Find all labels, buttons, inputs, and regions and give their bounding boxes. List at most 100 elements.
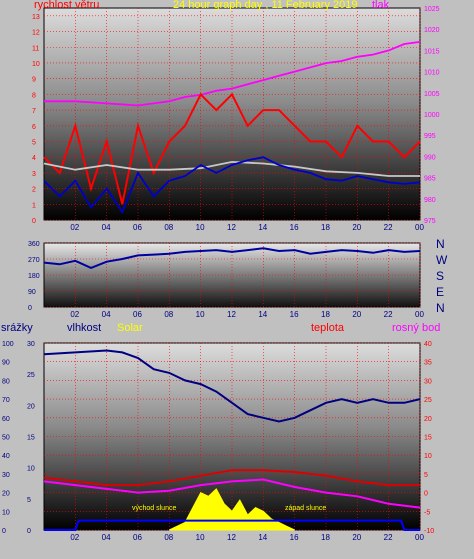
x-tick-label: 20 <box>352 223 361 232</box>
temp-series <box>43 349 421 531</box>
legend-rain: srážky <box>1 322 33 334</box>
x-tick-label: 18 <box>321 310 330 319</box>
sunrise-label: východ slunce <box>132 505 176 512</box>
left-tick-label: 7 <box>32 108 36 115</box>
chart-title: 24 hour graph day , 11 February 2019 <box>173 0 357 11</box>
humidity-tick-label: 0 <box>27 528 31 535</box>
temp-tick-label: 10 <box>424 453 432 460</box>
left-tick-label: 11 <box>32 45 39 52</box>
right-tick-label: 985 <box>424 176 436 183</box>
temp-tick-label: 30 <box>424 378 432 385</box>
x-tick-label: 04 <box>102 310 111 319</box>
rain-tick-label: 0 <box>2 528 6 535</box>
left-axis-label: rychlost větru <box>34 0 99 11</box>
x-tick-label: 22 <box>384 223 393 232</box>
wind_avg-line <box>43 156 421 215</box>
temp-tick-label: 15 <box>424 435 432 442</box>
x-tick-label: 00 <box>415 310 424 319</box>
temp-tick-label: -10 <box>424 528 434 535</box>
wind-series <box>43 41 421 215</box>
temp-tick-label: -5 <box>424 509 430 516</box>
rain-tick-label: 50 <box>2 435 10 442</box>
direction-tick-label: 180 <box>28 273 40 280</box>
direction-line <box>43 247 421 269</box>
temp-grid <box>44 342 421 531</box>
wind-grid <box>44 8 421 221</box>
x-tick-label: 06 <box>133 223 142 232</box>
right-tick-label: 1025 <box>424 6 440 13</box>
wind_gust_avg-line <box>43 160 420 177</box>
rain-tick-label: 80 <box>2 378 10 385</box>
left-tick-label: 5 <box>32 139 36 146</box>
pressure-line <box>44 41 421 107</box>
dew_point-line <box>43 478 421 509</box>
x-tick-label: 00 <box>415 533 424 542</box>
right-tick-label: 995 <box>424 133 436 140</box>
x-tick-label: 04 <box>102 533 111 542</box>
humidity-tick-label: 30 <box>27 341 35 348</box>
rain-tick-label: 30 <box>2 472 10 479</box>
legend-solar: Solar <box>117 322 143 334</box>
rain-tick-label: 60 <box>2 416 10 423</box>
temp-tick-label: 0 <box>424 491 428 498</box>
x-tick-label: 12 <box>227 533 236 542</box>
direction-ticks: 0 90 180 270 360 <box>28 241 40 312</box>
direction-tick-label: 90 <box>28 289 36 296</box>
left-tick-label: 10 <box>32 61 40 68</box>
right-axis-label: tlak <box>372 0 390 11</box>
left-tick-label: 13 <box>32 14 40 21</box>
right-tick-label: 1000 <box>424 112 440 119</box>
left-tick-label: 2 <box>32 187 36 194</box>
x-tick-label: 16 <box>290 533 299 542</box>
x-tick-label: 02 <box>70 533 79 542</box>
legend-humidity: vlhkost <box>67 322 101 334</box>
x-tick-label: 18 <box>321 223 330 232</box>
legend-temperature: teplota <box>311 322 345 334</box>
direction-series <box>43 247 421 269</box>
x-tick-label: 10 <box>196 223 205 232</box>
left-tick-label: 3 <box>32 171 36 178</box>
x-tick-label: 22 <box>384 310 393 319</box>
x-tick-label: 14 <box>258 310 267 319</box>
temp-ticks: -10-505101520253035400102030405060708090… <box>2 341 434 535</box>
compass-label: N <box>436 301 445 315</box>
rain-tick-label: 10 <box>2 509 10 516</box>
left-tick-label: 9 <box>32 77 36 84</box>
x-tick-label: 02 <box>70 223 79 232</box>
humidity-tick-label: 15 <box>27 435 35 442</box>
humidity-tick-label: 10 <box>27 466 35 473</box>
legend-dew-point: rosný bod <box>392 322 440 334</box>
sunset-label: západ slunce <box>285 505 326 512</box>
left-tick-label: 8 <box>32 92 36 99</box>
direction-tick-label: 270 <box>28 257 40 264</box>
x-tick-label: 06 <box>133 533 142 542</box>
left-tick-label: 0 <box>32 218 36 225</box>
x-tick-label: 12 <box>227 223 236 232</box>
x-tick-label: 16 <box>290 310 299 319</box>
compass-label: W <box>436 253 448 267</box>
left-tick-label: 1 <box>32 202 36 209</box>
temp-tick-label: 35 <box>424 360 432 367</box>
x-tick-label: 20 <box>352 533 361 542</box>
rain-tick-label: 100 <box>2 341 14 348</box>
right-tick-label: 975 <box>424 218 436 225</box>
left-tick-label: 6 <box>32 124 36 131</box>
x-tick-label: 14 <box>258 533 267 542</box>
compass-label: S <box>436 269 444 283</box>
humidity-line <box>43 349 421 423</box>
temp-tick-label: 20 <box>424 416 432 423</box>
right-tick-label: 1020 <box>424 27 440 34</box>
rain-tick-label: 20 <box>2 491 10 498</box>
x-tick-label: 10 <box>196 533 205 542</box>
left-tick-label: 4 <box>32 155 36 162</box>
x-tick-label: 18 <box>321 533 330 542</box>
left-tick-label: 12 <box>32 30 40 37</box>
x-tick-label: 20 <box>352 310 361 319</box>
wind-pressure-panel: 0123456789101112139759809859909951000100… <box>32 0 440 225</box>
x-tick-label: 22 <box>384 533 393 542</box>
humidity-tick-label: 5 <box>27 497 31 504</box>
x-tick-label: 00 <box>415 223 424 232</box>
